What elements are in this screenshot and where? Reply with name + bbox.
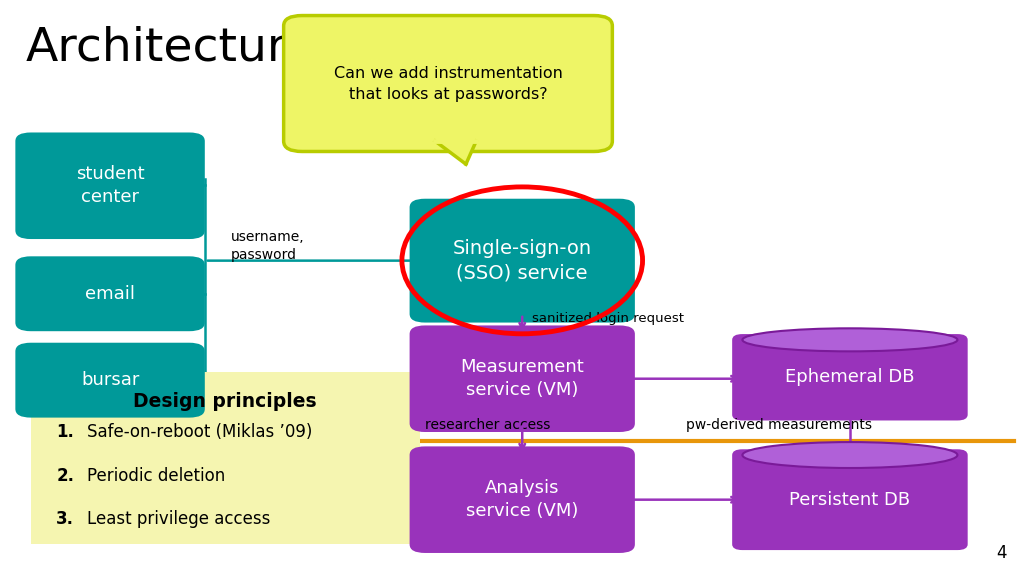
FancyBboxPatch shape [284, 16, 612, 151]
Text: 3.: 3. [56, 510, 75, 528]
Text: Persistent DB: Persistent DB [790, 491, 910, 509]
Text: Analysis
service (VM): Analysis service (VM) [466, 479, 579, 520]
Text: Least privilege access: Least privilege access [87, 510, 270, 528]
Text: email: email [85, 285, 135, 303]
FancyBboxPatch shape [410, 199, 635, 323]
FancyBboxPatch shape [410, 446, 635, 553]
Text: 4: 4 [996, 544, 1007, 562]
Text: bursar: bursar [81, 371, 139, 389]
Text: researcher access: researcher access [425, 418, 550, 432]
FancyBboxPatch shape [15, 343, 205, 418]
Polygon shape [435, 141, 476, 164]
Text: Can we add instrumentation
that looks at passwords?: Can we add instrumentation that looks at… [334, 66, 562, 101]
Ellipse shape [742, 328, 957, 351]
Ellipse shape [742, 442, 957, 468]
Text: 2.: 2. [56, 467, 75, 484]
Text: Periodic deletion: Periodic deletion [87, 467, 225, 484]
Text: student
center: student center [76, 165, 144, 206]
FancyBboxPatch shape [31, 372, 420, 544]
FancyBboxPatch shape [410, 325, 635, 432]
Text: username,
password: username, password [230, 230, 304, 262]
Text: Architecture: Architecture [26, 26, 315, 71]
Text: Ephemeral DB: Ephemeral DB [785, 368, 914, 386]
Text: pw-derived measurements: pw-derived measurements [686, 418, 872, 432]
Text: 1.: 1. [56, 423, 74, 441]
Text: Safe-on-reboot (Miklas ’09): Safe-on-reboot (Miklas ’09) [87, 423, 312, 441]
Text: Single-sign-on
(SSO) service: Single-sign-on (SSO) service [453, 239, 592, 282]
Ellipse shape [742, 442, 957, 468]
FancyBboxPatch shape [15, 132, 205, 239]
FancyBboxPatch shape [732, 334, 968, 420]
FancyBboxPatch shape [732, 449, 968, 550]
Text: Measurement
service (VM): Measurement service (VM) [461, 358, 584, 399]
Text: sanitized login request: sanitized login request [532, 312, 684, 325]
Text: Design principles: Design principles [133, 392, 317, 411]
FancyBboxPatch shape [15, 256, 205, 331]
Ellipse shape [742, 328, 957, 351]
